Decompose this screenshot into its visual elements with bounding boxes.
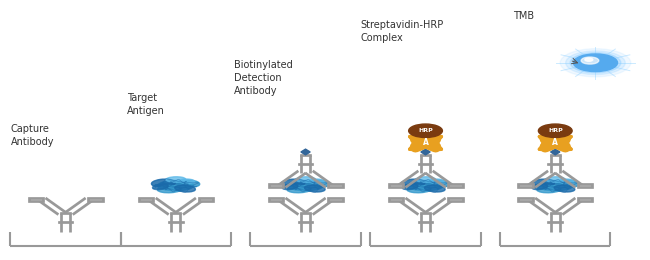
Ellipse shape [537,186,562,193]
Circle shape [409,124,443,138]
Ellipse shape [177,180,200,187]
FancyBboxPatch shape [389,198,403,202]
Ellipse shape [175,185,196,192]
Text: HRP: HRP [418,128,433,133]
Ellipse shape [304,185,325,192]
Ellipse shape [407,186,432,193]
FancyBboxPatch shape [328,184,343,187]
FancyBboxPatch shape [328,198,343,202]
Ellipse shape [281,179,306,187]
Ellipse shape [158,180,194,191]
Text: Biotinylated
Detection
Antibody: Biotinylated Detection Antibody [234,61,293,96]
Ellipse shape [309,179,324,183]
Ellipse shape [424,185,445,192]
Ellipse shape [531,179,555,187]
FancyBboxPatch shape [268,198,283,202]
Polygon shape [301,149,310,155]
FancyBboxPatch shape [88,198,103,202]
FancyBboxPatch shape [518,198,532,202]
FancyBboxPatch shape [578,198,592,202]
FancyBboxPatch shape [518,184,532,187]
FancyBboxPatch shape [389,184,403,187]
Circle shape [581,57,599,64]
FancyBboxPatch shape [268,184,283,187]
Ellipse shape [306,180,330,187]
Ellipse shape [296,177,315,182]
Ellipse shape [402,184,418,190]
Ellipse shape [282,184,298,190]
FancyBboxPatch shape [448,184,463,187]
Ellipse shape [401,179,425,187]
Ellipse shape [416,177,436,182]
FancyBboxPatch shape [139,198,153,202]
Ellipse shape [532,184,548,190]
Ellipse shape [157,186,182,193]
Text: Streptavidin-HRP
Complex: Streptavidin-HRP Complex [361,20,444,43]
Ellipse shape [429,179,444,183]
FancyBboxPatch shape [29,198,43,202]
Ellipse shape [556,180,579,187]
Text: A: A [422,138,428,147]
Text: HRP: HRP [548,128,563,133]
FancyBboxPatch shape [448,198,463,202]
Ellipse shape [151,179,176,187]
FancyBboxPatch shape [198,198,213,202]
Polygon shape [421,149,430,155]
Circle shape [573,54,617,72]
Ellipse shape [554,185,575,192]
Ellipse shape [426,180,449,187]
Circle shape [560,49,630,77]
Ellipse shape [287,186,311,193]
Ellipse shape [559,179,574,183]
Ellipse shape [538,180,573,191]
Circle shape [570,53,621,73]
Text: Capture
Antibody: Capture Antibody [10,124,54,147]
Ellipse shape [179,179,194,183]
Ellipse shape [166,177,186,182]
Circle shape [566,51,625,75]
Text: A: A [552,138,558,147]
Ellipse shape [153,184,168,190]
Circle shape [538,124,572,138]
FancyBboxPatch shape [578,184,592,187]
Ellipse shape [288,180,324,191]
Text: Target
Antigen: Target Antigen [127,93,165,115]
Ellipse shape [545,177,565,182]
Circle shape [585,58,593,61]
Text: TMB: TMB [513,11,534,21]
Polygon shape [551,149,560,155]
Ellipse shape [408,180,443,191]
